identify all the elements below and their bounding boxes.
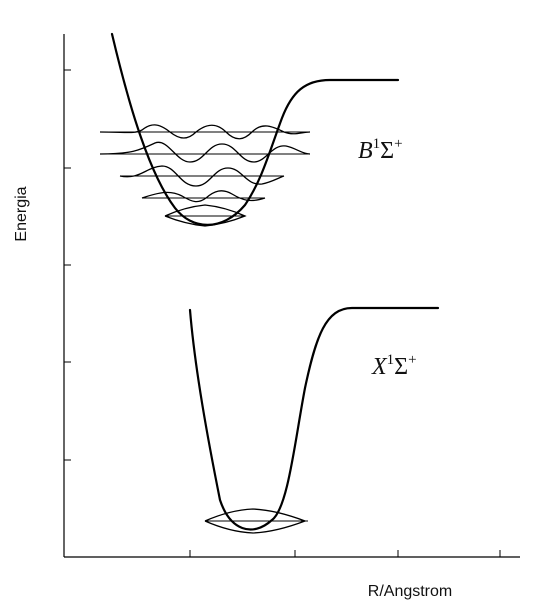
vibrational-level <box>141 190 266 203</box>
upper-state-letter: B <box>358 138 373 164</box>
upper-state-multiplicity: 1 <box>373 136 381 152</box>
lower-state-label: X1Σ+ <box>371 352 417 380</box>
axes: Energia R/Angstrom <box>13 34 520 600</box>
vibrational-level <box>164 204 247 227</box>
lower-state-potential-curve <box>188 306 440 531</box>
lower-state-multiplicity: 1 <box>387 352 395 368</box>
vibrational-level <box>204 508 308 534</box>
lower-state-parity: + <box>408 352 416 368</box>
lower-state-vibrational-levels <box>204 508 308 534</box>
vibrational-level <box>119 165 285 187</box>
upper-state-symbol: Σ <box>380 138 394 164</box>
lower-state-symbol: Σ <box>394 354 408 380</box>
upper-state-potential-curve <box>110 32 400 226</box>
y-axis-label: Energia <box>13 186 30 241</box>
vibrational-level <box>99 141 311 163</box>
x-axis-ticks <box>189 550 501 557</box>
upper-state-label: B1Σ+ <box>358 136 403 164</box>
upper-state-vibrational-levels <box>99 124 311 227</box>
lower-state-letter: X <box>371 354 388 380</box>
upper-state-parity: + <box>394 136 402 152</box>
x-axis-label: R/Angstrom <box>368 583 452 600</box>
vibrational-level <box>99 124 311 140</box>
y-axis-ticks <box>64 69 71 461</box>
